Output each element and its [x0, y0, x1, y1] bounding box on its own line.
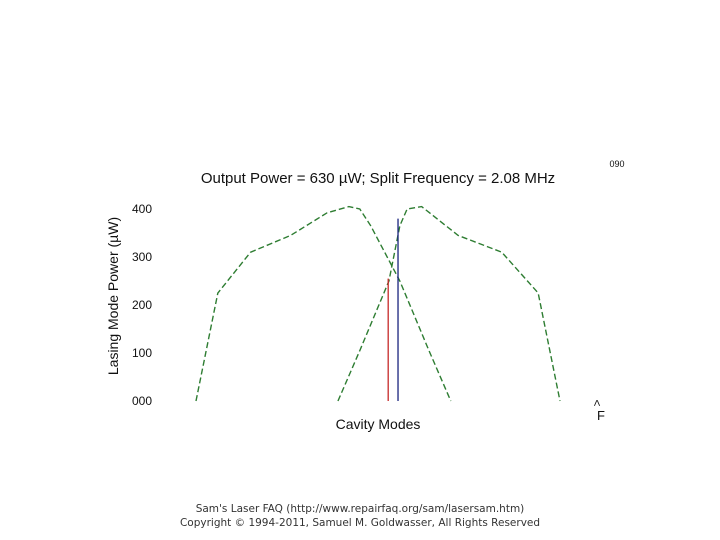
y-axis-label: Lasing Mode Power (µW) [105, 217, 121, 375]
side-marker-letter: F [597, 408, 605, 423]
x-axis-label: Cavity Modes [336, 416, 421, 432]
side-marker-arrow: > [590, 399, 604, 406]
y-tick-label: 300 [132, 250, 152, 264]
footer-line-1: Sam's Laser FAQ (http://www.repairfaq.or… [195, 503, 525, 515]
marker-lines [387, 218, 399, 401]
mode-curve-2 [337, 205, 561, 402]
y-tick-labels: 000 100 200 300 400 [132, 202, 152, 408]
y-tick-label: 200 [132, 298, 152, 312]
corner-label: 090 [609, 159, 624, 169]
y-tick-label: 000 [132, 394, 152, 408]
series-group [195, 205, 561, 402]
y-tick-label: 400 [132, 202, 152, 216]
y-tick-label: 100 [132, 346, 152, 360]
footer-line-2: Copyright © 1994-2011, Samuel M. Goldwas… [179, 517, 541, 529]
mode-curve-1 [195, 205, 452, 402]
chart-title: Output Power = 630 µW; Split Frequency =… [201, 170, 555, 187]
footer: Sam's Laser FAQ (http://www.repairfaq.or… [0, 502, 720, 530]
